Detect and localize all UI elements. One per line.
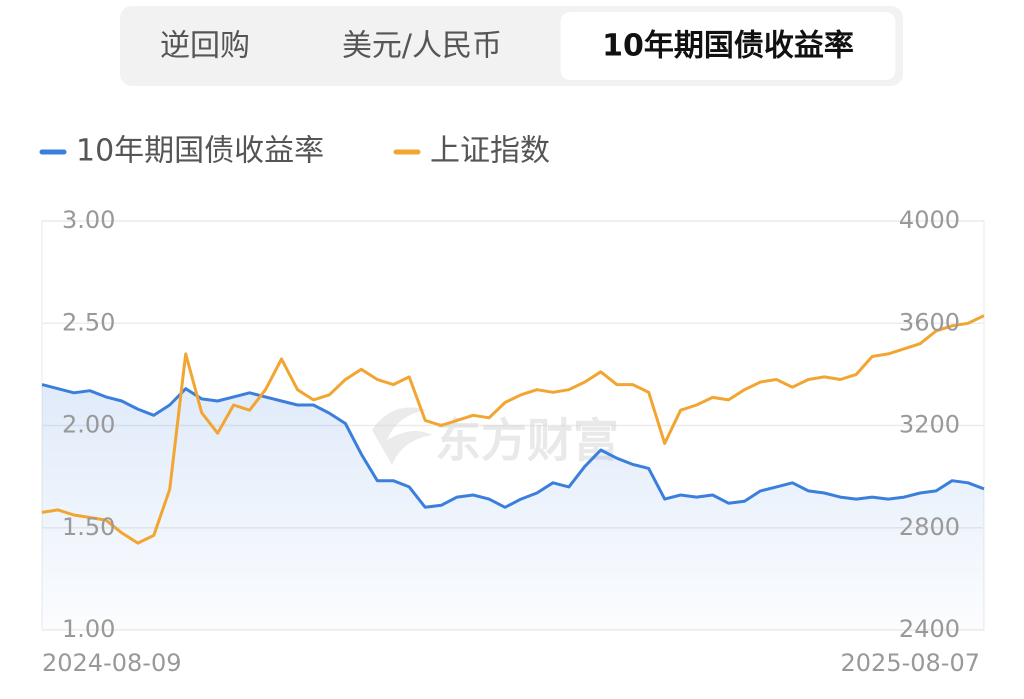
series-line	[41, 314, 985, 545]
y2-tick-label: 3200	[899, 411, 960, 439]
x-tick-label: 2024-08-09	[42, 649, 181, 677]
y-tick-label: 3.00	[62, 206, 115, 234]
tab-selected-bg	[560, 12, 896, 80]
watermark-text: 东方财富	[435, 414, 619, 468]
tab[interactable]: 美元/人民币	[342, 29, 502, 64]
series-area	[42, 384, 984, 630]
watermark-logo	[372, 407, 432, 465]
legend-label: 上证指数	[430, 134, 550, 169]
y-tick-label: 1.50	[62, 513, 115, 541]
watermark: 东方财富	[372, 407, 619, 468]
tab[interactable]: 10年期国债收益率	[602, 29, 854, 64]
y2-tick-label: 2400	[899, 615, 960, 643]
y-tick-label: 1.00	[62, 615, 115, 643]
legend-label: 10年期国债收益率	[76, 134, 324, 169]
y-tick-label: 2.00	[62, 411, 115, 439]
x-tick-label: 2025-08-07	[841, 649, 980, 677]
y-tick-label: 2.50	[62, 308, 115, 336]
y2-tick-label: 3600	[899, 308, 960, 336]
y2-tick-label: 2800	[899, 513, 960, 541]
tab[interactable]: 逆回购	[160, 29, 250, 64]
y2-tick-label: 4000	[899, 206, 960, 234]
